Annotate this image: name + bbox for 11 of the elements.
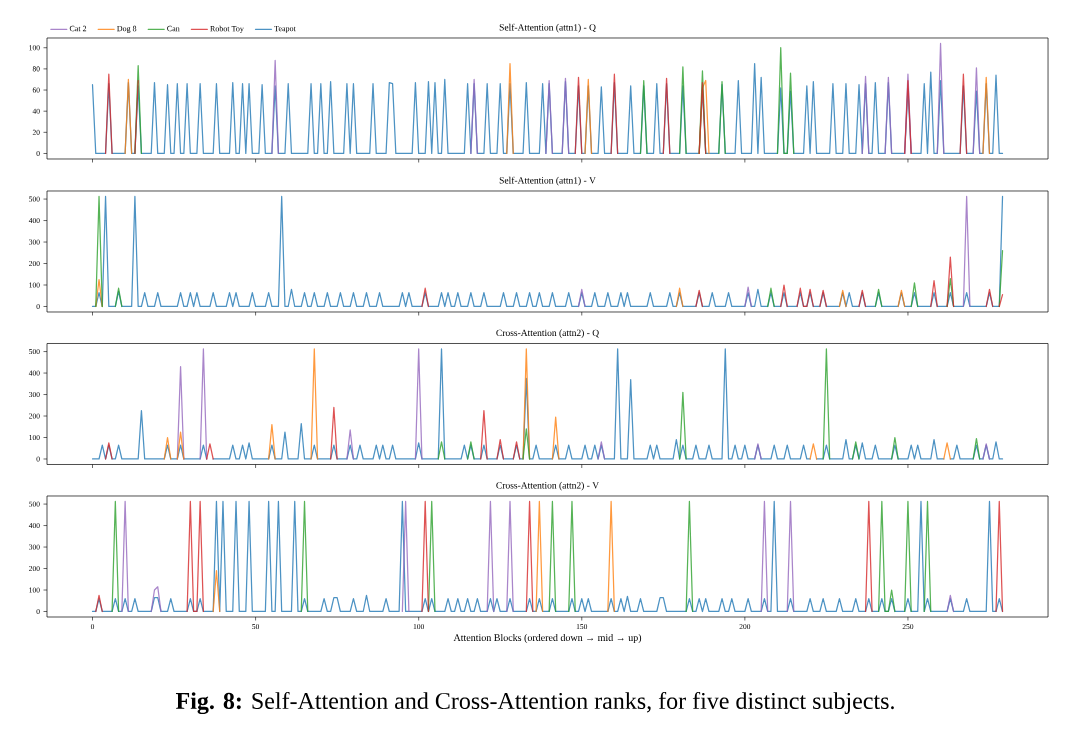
legend-label: Can bbox=[167, 25, 180, 32]
x-axis-title: Attention Blocks (ordered down → mid → up) bbox=[453, 633, 642, 644]
chart-title: Cross-Attention (attn2) - Q bbox=[496, 329, 599, 338]
legend-label: Cat 2 bbox=[69, 25, 87, 32]
chart-title: Self-Attention (attn1) - Q bbox=[499, 23, 596, 33]
legend-label: Robot Toy bbox=[210, 25, 244, 34]
chart-title: Cross-Attention (attn2) - V bbox=[496, 481, 599, 491]
chart-title: Self-Attention (attn1) - V bbox=[499, 176, 596, 186]
legend-label: Dog 8 bbox=[117, 25, 137, 33]
text: Fig. 8: Self-Attention and Cross-Attention ranks, for five distinct subjects. bbox=[175, 691, 894, 715]
legend-label: Teapot bbox=[274, 25, 296, 33]
